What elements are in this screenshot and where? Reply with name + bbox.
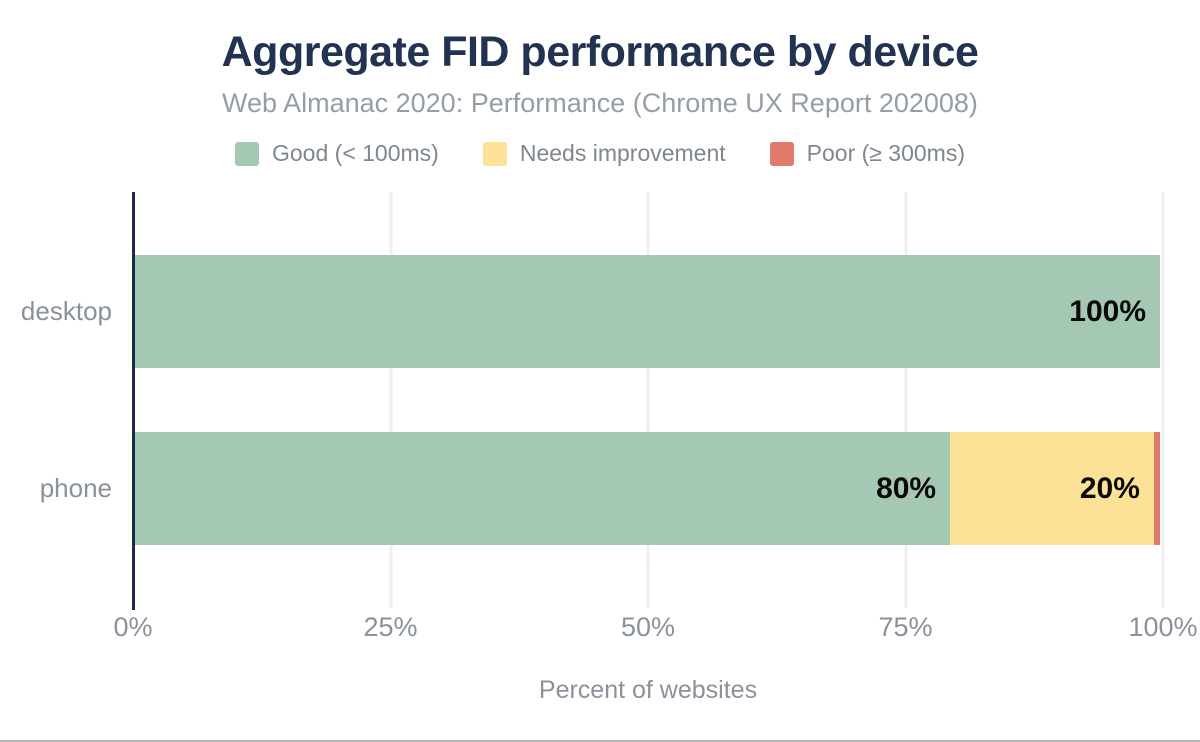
gridline-75 bbox=[904, 192, 907, 608]
x-tick-label-75: 75% bbox=[878, 612, 933, 642]
bar-value-label: 100% bbox=[1069, 294, 1146, 328]
bar-segment bbox=[1153, 432, 1160, 545]
gridline-50 bbox=[646, 192, 650, 608]
x-axis-label: Percent of websites bbox=[538, 676, 758, 704]
bar-value-label: 80% bbox=[876, 471, 937, 505]
x-tick-label-100: 100% bbox=[1128, 612, 1198, 642]
bar-row-phone: 80% 20% bbox=[135, 432, 1160, 545]
bar-segment: 100% bbox=[135, 255, 1160, 368]
x-tick-label-25: 25% bbox=[363, 612, 418, 642]
legend-item-1: Good (< 100ms) bbox=[235, 140, 439, 167]
chart-title: Aggregate FID performance by device bbox=[221, 28, 979, 76]
chart-subtitle: Web Almanac 2020: Performance (Chrome UX… bbox=[222, 88, 978, 118]
legend-swatch-icon bbox=[235, 141, 259, 166]
y-axis-line bbox=[132, 192, 135, 610]
bars-container: 100% 80% 20% bbox=[135, 192, 1160, 604]
legend: Good (< 100ms) Needs improvement Poor (≥ 3… bbox=[0, 140, 1200, 167]
legend-label: Needs improvement bbox=[519, 140, 726, 166]
category-label-desktop: desktop bbox=[20, 296, 112, 326]
bar-row-desktop: 100% bbox=[135, 255, 1160, 368]
bar-segment: 80% bbox=[135, 432, 951, 545]
x-tick-label-0: 0% bbox=[113, 612, 153, 642]
bar-segment: 20% bbox=[950, 432, 1154, 545]
legend-label: Good (< 100ms) bbox=[272, 140, 439, 166]
gridline-25 bbox=[389, 192, 392, 608]
legend-swatch-icon bbox=[482, 141, 507, 166]
legend-swatch-icon bbox=[769, 141, 794, 166]
legend-item-2: Needs improvement bbox=[482, 140, 726, 167]
x-tick-label-50: 50% bbox=[620, 612, 676, 642]
plot-area: 100% 80% 20% bbox=[132, 192, 1165, 610]
category-label-phone: phone bbox=[39, 473, 112, 503]
legend-item-3: Poor (≥ 300ms) bbox=[769, 140, 965, 167]
bar-value-label: 20% bbox=[1079, 471, 1140, 505]
legend-label: Poor (≥ 300ms) bbox=[806, 140, 965, 166]
gridline-100 bbox=[1161, 192, 1165, 608]
